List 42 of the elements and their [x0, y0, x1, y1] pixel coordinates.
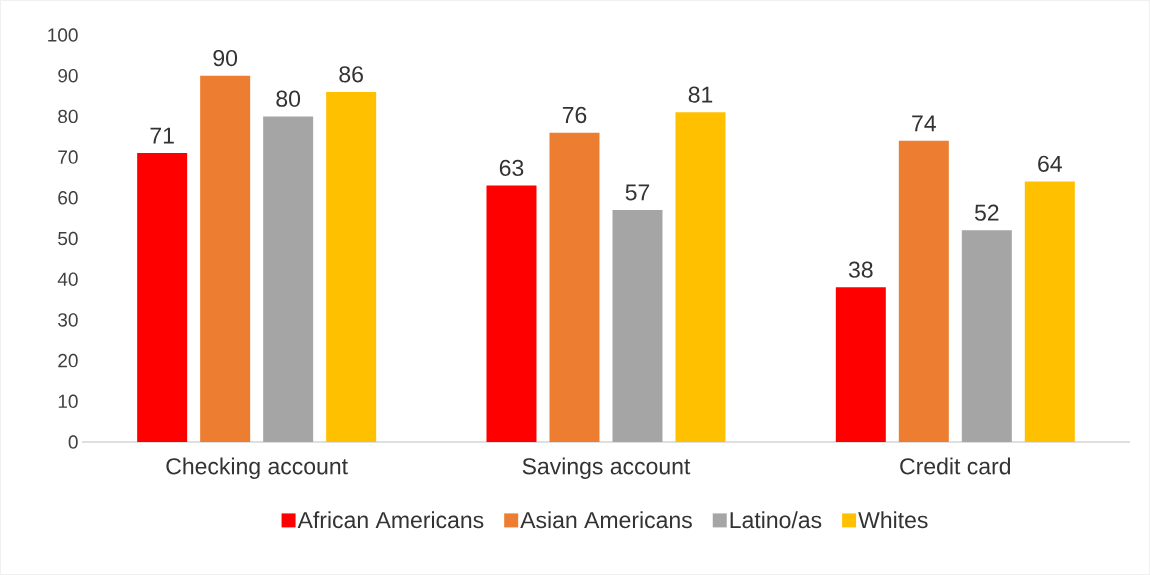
data-label: 38 [848, 261, 873, 278]
bar [137, 153, 188, 442]
bar [486, 185, 537, 442]
x-tick-label: Savings account [522, 457, 691, 479]
legend-label: Latino/as [730, 511, 822, 529]
y-tick-label: 100 [48, 28, 78, 42]
data-label: 76 [562, 106, 587, 124]
x-tick-label: Credit card [900, 457, 1011, 475]
bar [549, 132, 600, 442]
data-label: 90 [213, 49, 238, 67]
bar [898, 140, 949, 442]
legend-label: Whites [858, 511, 928, 529]
data-label: 63 [499, 159, 524, 177]
data-label: 80 [276, 90, 301, 107]
data-label: 81 [688, 86, 713, 103]
y-tick-label: 40 [57, 272, 78, 286]
data-label: 71 [150, 127, 174, 144]
data-label: 64 [1038, 155, 1062, 172]
bar [961, 230, 1012, 442]
bar [612, 210, 663, 442]
data-label: 74 [912, 115, 936, 132]
bar [200, 75, 251, 442]
y-tick-label: 80 [58, 109, 78, 124]
y-tick-label: 20 [58, 353, 78, 368]
x-tick-label: Checking account [166, 457, 348, 479]
bar [835, 287, 886, 442]
y-tick-label: 50 [58, 231, 78, 246]
bar [675, 112, 726, 442]
y-tick-label: 0 [68, 435, 78, 449]
data-label: 52 [974, 204, 999, 221]
data-label: 86 [339, 66, 363, 83]
bar [1024, 181, 1075, 442]
y-tick-label: 60 [58, 191, 78, 205]
legend-label: African Americans [297, 511, 484, 529]
bar [263, 116, 314, 442]
y-tick-label: 90 [58, 68, 78, 83]
legend-label: Asian Americans [520, 511, 692, 529]
y-tick-label: 10 [58, 394, 78, 409]
y-tick-label: 70 [58, 150, 78, 164]
data-label: 57 [625, 184, 650, 201]
y-tick-label: 30 [58, 313, 78, 327]
bar [326, 91, 377, 442]
